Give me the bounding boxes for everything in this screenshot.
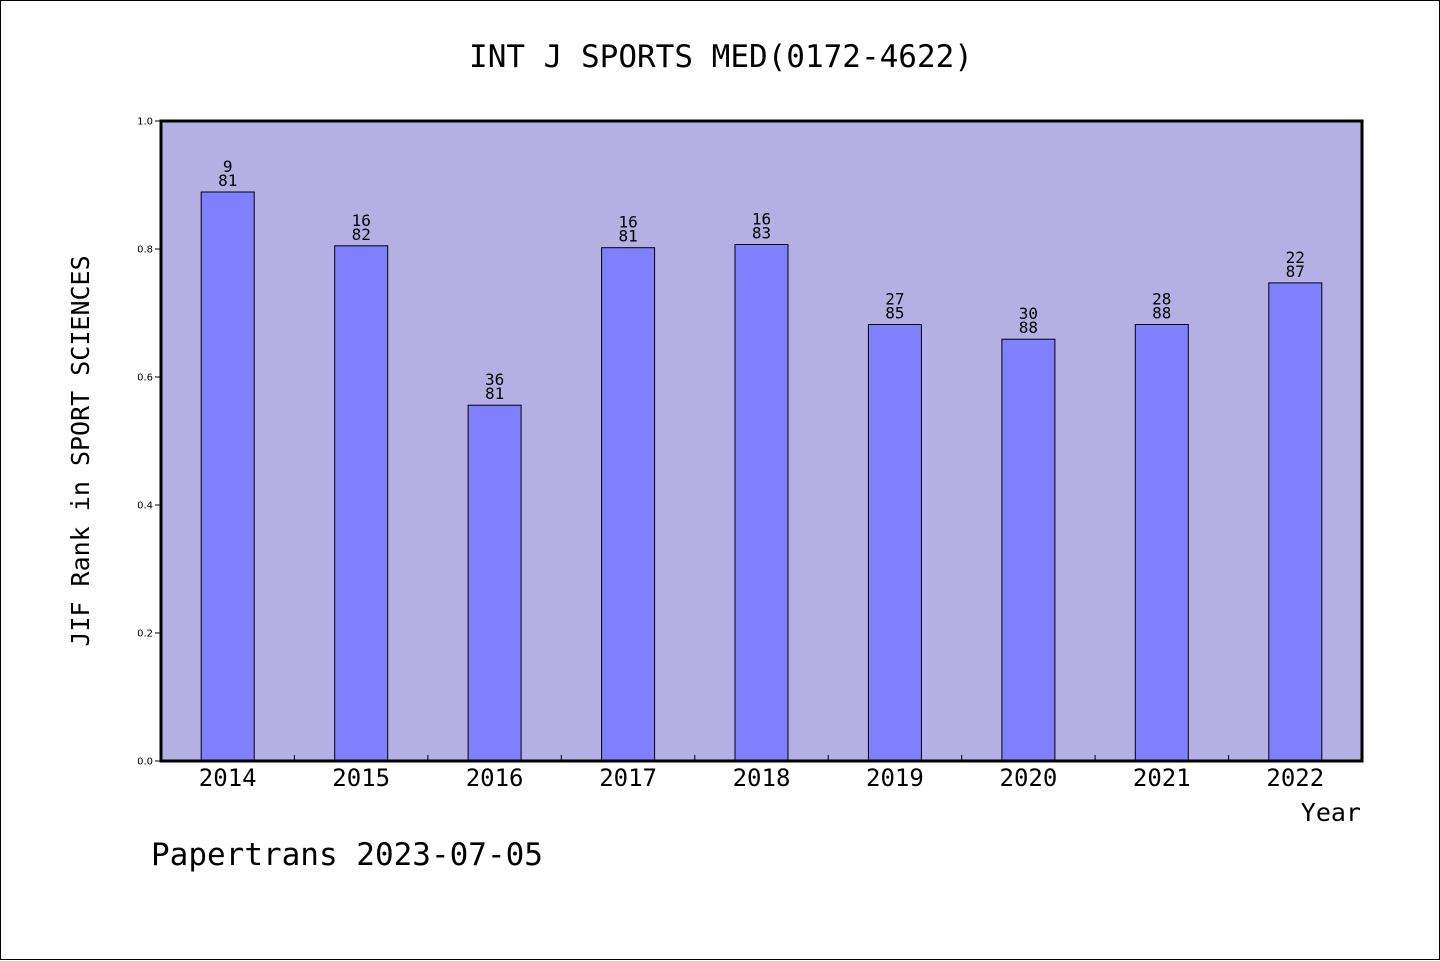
- bar-label-rank: 16: [752, 210, 771, 229]
- bar-2014: [200, 191, 255, 762]
- bar-label-total: 88: [1152, 304, 1171, 323]
- chart-title: INT J SPORTS MED(0172-4622): [469, 39, 973, 75]
- y-tick-label: 0.4: [137, 501, 153, 512]
- bar-2021: [1134, 324, 1189, 762]
- bar-label-rank: 30: [1019, 304, 1038, 323]
- bar-label-total: 87: [1286, 262, 1305, 281]
- x-tick-label: 2021: [1133, 764, 1191, 792]
- bar-2020: [1001, 338, 1056, 762]
- bar-label-rank: 22: [1286, 248, 1305, 267]
- bar-label-total: 81: [218, 171, 237, 190]
- y-tick-label: 0.2: [137, 629, 153, 640]
- footer-credit: Papertrans 2023-07-05: [151, 837, 543, 873]
- x-axis-title: Year: [1301, 798, 1361, 827]
- y-axis-title: JIF Rank in SPORT SCIENCES: [66, 255, 95, 646]
- bars-group: [200, 191, 1323, 762]
- bar-2017: [601, 247, 656, 762]
- x-tick-label: 2015: [332, 764, 390, 792]
- bar-label-rank: 16: [618, 213, 637, 232]
- bar-2022: [1268, 282, 1323, 762]
- y-tick-label: 0.0: [137, 757, 153, 768]
- bar-label-rank: 9: [223, 157, 233, 176]
- bar-label-total: 88: [1019, 318, 1038, 337]
- y-tick-label: 1.0: [137, 117, 153, 128]
- y-tick-label: 0.6: [137, 373, 153, 384]
- bar-label-total: 82: [352, 225, 371, 244]
- y-tick-label: 0.8: [137, 245, 153, 256]
- bar-2015: [334, 245, 389, 762]
- x-tick-label: 2019: [866, 764, 924, 792]
- x-tick-label: 2017: [599, 764, 657, 792]
- bar-label-rank: 16: [352, 211, 371, 230]
- bar-2019: [867, 324, 922, 762]
- bar-label-rank: 36: [485, 370, 504, 389]
- bar-label-rank: 27: [885, 290, 904, 309]
- bar-2016: [467, 404, 522, 762]
- bar-label-total: 83: [752, 224, 771, 243]
- x-axis: 2014 2015 2016 2017 2018 2019 2020 2021 2022: [199, 755, 1324, 792]
- x-tick-label: 2016: [466, 764, 524, 792]
- x-tick-label: 2020: [1000, 764, 1058, 792]
- y-axis: 0.0 0.2 0.4 0.6 0.8 1.0: [137, 117, 161, 768]
- x-tick-label: 2014: [199, 764, 257, 792]
- bar-label-total: 81: [485, 384, 504, 403]
- x-tick-label: 2022: [1266, 764, 1324, 792]
- bar-label-rank: 28: [1152, 290, 1171, 309]
- plot-frame: [159, 119, 1364, 763]
- x-tick-label: 2018: [733, 764, 791, 792]
- bar-label-total: 81: [618, 227, 637, 246]
- bar-2018: [734, 244, 789, 762]
- bar-label-total: 85: [885, 304, 904, 323]
